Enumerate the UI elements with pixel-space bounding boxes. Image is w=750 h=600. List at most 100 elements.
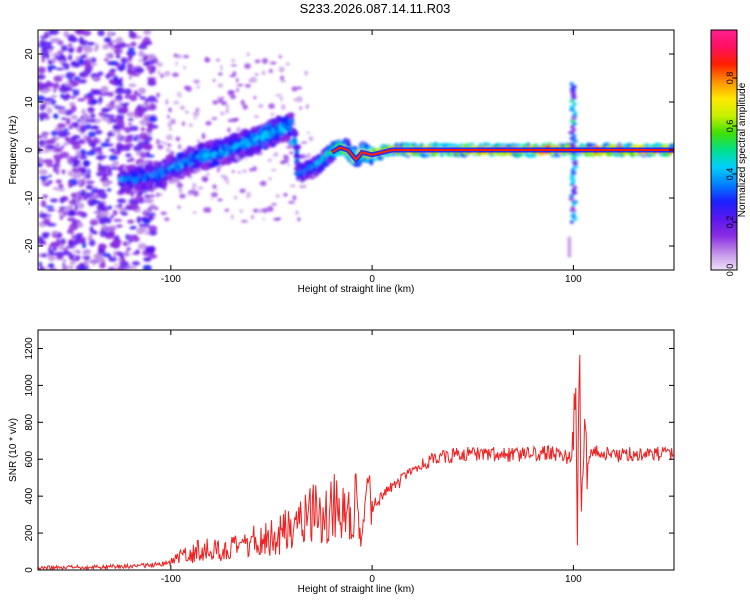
spectrogram-noise-cell bbox=[286, 145, 293, 149]
spectrogram-noise-cell bbox=[251, 215, 254, 220]
spectrogram-noise-cell bbox=[41, 113, 48, 118]
spectrogram-ridge-cell bbox=[255, 147, 261, 152]
spectrogram-noise-cell bbox=[249, 168, 254, 172]
spectrogram-spike-cell bbox=[571, 159, 578, 164]
colorbar-tick-label: 0.0 bbox=[725, 264, 735, 277]
spectrogram-noise-cell bbox=[239, 189, 246, 193]
spectrogram-noise-cell bbox=[204, 57, 211, 63]
spectrogram-noise-cell bbox=[78, 78, 87, 84]
spectrogram-noise-cell bbox=[197, 186, 204, 190]
spectrogram-noise-cell bbox=[145, 246, 155, 254]
spectrogram-noise-cell bbox=[97, 71, 104, 76]
spectrogram-noise-cell bbox=[139, 151, 148, 159]
spectrogram-noise-cell bbox=[83, 161, 91, 165]
spectrogram-spike-cell bbox=[569, 119, 577, 123]
spectrogram-noise-cell bbox=[106, 37, 111, 41]
spectrogram-noise-cell bbox=[122, 63, 126, 69]
spectrogram-noise-cell bbox=[257, 208, 263, 214]
spectrogram-spike-cell bbox=[570, 214, 577, 219]
spectrogram-noise-cell bbox=[144, 231, 150, 236]
spectrogram-noise-cell bbox=[144, 61, 150, 66]
spectrogram-spike-cell bbox=[567, 236, 572, 241]
spectrogram-noise-cell bbox=[192, 111, 200, 117]
spectrogram-noise-cell bbox=[109, 100, 115, 106]
spectrogram-noise-cell bbox=[210, 197, 213, 200]
spectrogram-noise-cell bbox=[67, 43, 73, 47]
spectrogram-noise-cell bbox=[270, 168, 277, 172]
spectrogram-noise-cell bbox=[102, 43, 110, 50]
spectrogram-noise-cell bbox=[185, 111, 189, 114]
spectrogram-ridge-cell bbox=[346, 142, 352, 148]
spectrogram-noise-cell bbox=[110, 45, 115, 51]
spectrogram-noise-cell bbox=[123, 138, 132, 143]
snr-frame bbox=[37, 329, 675, 571]
spectrogram-noise-cell bbox=[87, 199, 95, 207]
colorbar-tick-label: 0.2 bbox=[725, 216, 735, 229]
spectrogram-noise-cell bbox=[115, 54, 121, 59]
spectrogram-noise-cell bbox=[147, 95, 157, 103]
spectrogram-noise-cell bbox=[225, 108, 230, 114]
snr-plot-area bbox=[38, 354, 674, 570]
spectrogram-noise-cell bbox=[107, 131, 113, 137]
spectrogram-noise-cell bbox=[67, 217, 76, 222]
spectrogram-noise-cell bbox=[38, 157, 44, 164]
spectrogram-spike-cell bbox=[569, 105, 576, 109]
spectrogram-noise-cell bbox=[147, 254, 158, 259]
spectrogram-noise-cell bbox=[216, 58, 220, 62]
spectrogram-noise-cell bbox=[236, 127, 242, 133]
spectrogram-noise-cell bbox=[262, 217, 266, 221]
spectrogram-ridge-cell bbox=[292, 136, 298, 145]
spectrogram-noise-cell bbox=[147, 194, 156, 198]
spectrogram-noise-cell bbox=[86, 108, 95, 111]
spectrogram-noise-cell bbox=[116, 198, 126, 204]
spectrogram-noise-cell bbox=[292, 195, 297, 201]
spectrogram-noise-cell bbox=[160, 73, 165, 79]
spectrogram-noise-cell bbox=[261, 57, 269, 64]
spectrogram-noise-cell bbox=[138, 223, 144, 228]
spectrogram-spike-cell bbox=[571, 211, 577, 216]
spectrogram-noise-cell bbox=[49, 198, 59, 203]
spectrogram-noise-cell bbox=[254, 73, 259, 76]
spectrogram-noise-cell bbox=[98, 112, 106, 117]
spectrogram-noise-cell bbox=[79, 71, 86, 78]
spectrogram-noise-cell bbox=[120, 126, 126, 131]
spectrogram-noise-cell bbox=[235, 77, 239, 83]
spectrogram-noise-cell bbox=[285, 62, 290, 66]
spectrogram-noise-cell bbox=[127, 118, 134, 122]
spectrogram-noise-cell bbox=[121, 103, 128, 107]
spectrogram-noise-cell bbox=[69, 72, 76, 77]
spectrogram-noise-cell bbox=[38, 42, 41, 46]
spectrogram-noise-cell bbox=[133, 90, 139, 96]
spectrogram-noise-cell bbox=[50, 94, 58, 99]
spectrogram-noise-cell bbox=[89, 125, 100, 130]
snr-xtick-label: -100 bbox=[161, 574, 181, 585]
spectrogram-noise-cell bbox=[59, 196, 65, 204]
spectrogram-noise-cell bbox=[61, 169, 66, 175]
spectrogram-noise-cell bbox=[112, 124, 118, 131]
spectrogram-noise-cell bbox=[134, 195, 144, 203]
spectrogram-spike-cell bbox=[569, 136, 577, 141]
spectrogram-noise-cell bbox=[62, 94, 70, 101]
spectrogram-noise-cell bbox=[247, 53, 250, 56]
spectrogram-noise-cell bbox=[100, 173, 110, 177]
spectrogram-noise-cell bbox=[156, 92, 161, 98]
spectrogram-noise-cell bbox=[220, 64, 223, 71]
spectrogram-noise-cell bbox=[169, 128, 172, 131]
spectrogram-noise-cell bbox=[227, 90, 235, 96]
spectrogram-ridge-cell bbox=[162, 179, 168, 188]
spectrogram-noise-cell bbox=[77, 140, 82, 144]
spectrogram-noise-cell bbox=[85, 180, 95, 185]
spectrogram-noise-cell bbox=[55, 238, 61, 247]
spectrogram-noise-cell bbox=[46, 208, 56, 212]
spectrogram-noise-cell bbox=[120, 107, 128, 115]
spectrogram-spike-cell bbox=[567, 247, 572, 252]
spectrogram-noise-cell bbox=[130, 31, 137, 40]
spectrogram-noise-cell bbox=[90, 113, 96, 118]
spectrogram-noise-cell bbox=[217, 83, 224, 88]
spectrogram-noise-cell bbox=[138, 191, 142, 196]
spectrogram-noise-cell bbox=[133, 112, 143, 116]
spectrogram-noise-cell bbox=[133, 136, 138, 142]
spectrogram-noise-cell bbox=[125, 234, 130, 240]
spectrogram-noise-cell bbox=[139, 96, 146, 100]
